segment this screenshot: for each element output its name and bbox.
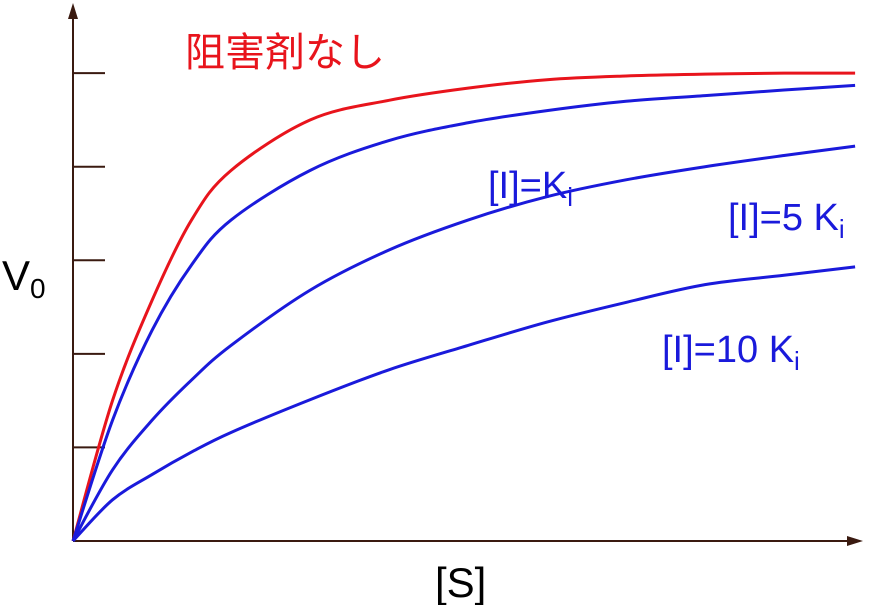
series-label: [I]=Ki <box>488 165 573 212</box>
curve <box>71 265 856 543</box>
x-axis-arrow <box>847 536 863 546</box>
curve <box>71 71 856 542</box>
series-label-name: [I]=K <box>488 165 567 207</box>
y-axis-label-sub: 0 <box>30 273 46 304</box>
series-label: [I]=5 Ki <box>728 197 845 244</box>
series-label-sub: i <box>567 182 573 212</box>
series-label: 阻害剤なし <box>185 31 385 75</box>
series-label-sub: i <box>839 214 845 244</box>
series-label-sub: i <box>794 346 800 376</box>
y-axis-arrow <box>68 3 78 19</box>
curve <box>71 144 856 542</box>
series-label: [I]=10 Ki <box>662 329 800 376</box>
series-label-name: 阻害剤なし <box>185 31 385 75</box>
y-axis-label: V0 <box>2 252 46 304</box>
series-label-name: [I]=5 K <box>728 197 839 239</box>
y-axis-label-main: V <box>2 252 30 299</box>
x-axis-label: [S] <box>435 559 486 605</box>
curve <box>71 83 856 542</box>
series-label-name: [I]=10 K <box>662 329 794 371</box>
